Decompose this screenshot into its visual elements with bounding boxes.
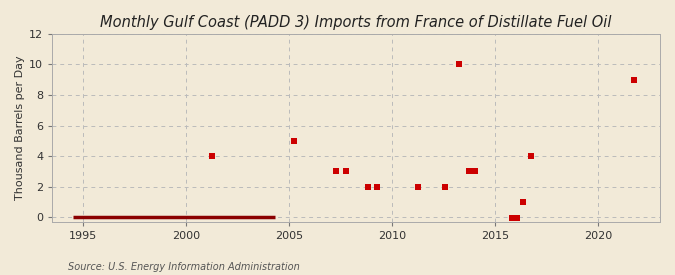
Point (362, 185, 373, 189)
Point (412, 185, 423, 189)
Point (507, 216, 518, 220)
Text: Source: U.S. Energy Information Administration: Source: U.S. Energy Information Administ… (68, 262, 299, 272)
Point (289, 139, 300, 143)
Point (371, 185, 382, 189)
Point (454, 62, 464, 67)
Point (629, 78, 640, 82)
Y-axis label: Thousand Barrels per Day: Thousand Barrels per Day (15, 56, 25, 200)
Point (464, 169, 475, 174)
Title: Monthly Gulf Coast (PADD 3) Imports from France of Distillate Fuel Oil: Monthly Gulf Coast (PADD 3) Imports from… (101, 15, 612, 30)
Point (517, 200, 528, 204)
Point (207, 154, 217, 158)
Point (340, 169, 351, 174)
Point (330, 169, 341, 174)
Point (512, 216, 523, 220)
Point (469, 169, 480, 174)
Point (440, 185, 451, 189)
Point (526, 154, 537, 158)
